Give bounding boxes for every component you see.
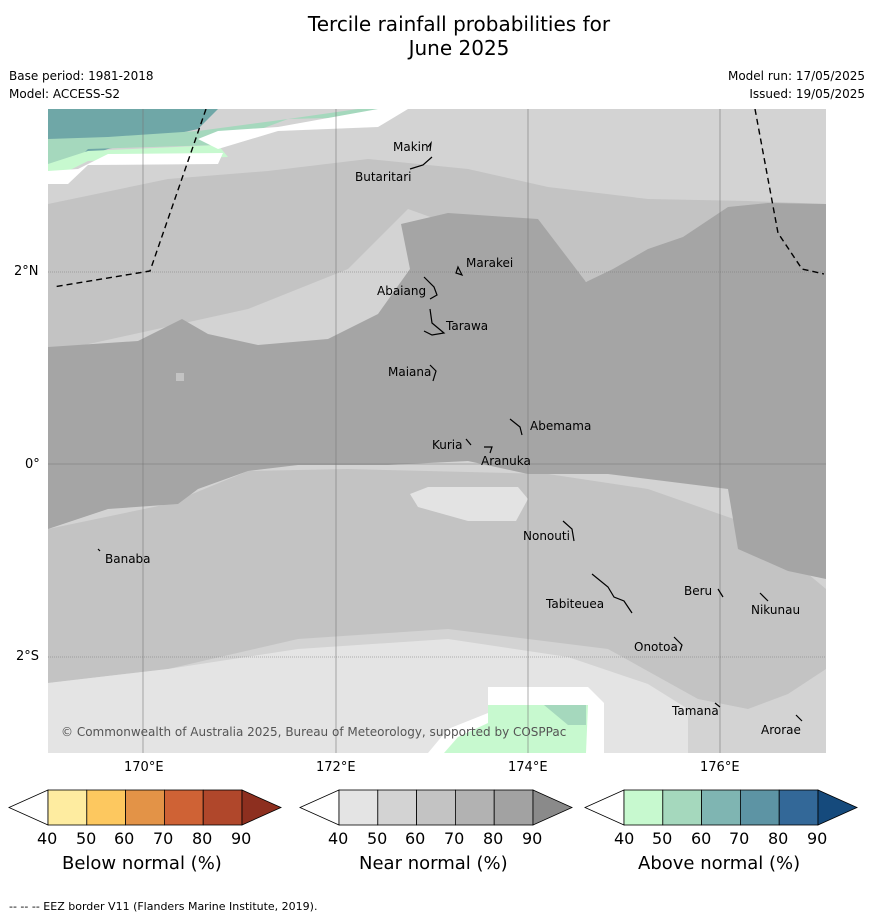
title-line-1: Tercile rainfall probabilities for — [307, 12, 611, 36]
place-abaiang: Abaiang — [377, 284, 426, 298]
model-run: Model run: 17/05/2025 — [727, 69, 865, 83]
tick-below-90: 90 — [231, 829, 252, 848]
above-normal-title: Above normal (%) — [638, 853, 801, 874]
lat-label-2s: 2°S — [16, 649, 40, 664]
tick-near-40: 40 — [328, 829, 349, 848]
map-svg: Makin Butaritari Marakei Abaiang Tarawa … — [48, 109, 826, 753]
lon-label-172e: 172°E — [316, 760, 356, 775]
place-kuria: Kuria — [432, 438, 463, 452]
near-swatch-1 — [338, 789, 379, 826]
below-swatch-3 — [125, 789, 165, 826]
above-50-60-s — [444, 705, 588, 753]
below-swatch-5 — [202, 789, 243, 826]
colorbar-above — [584, 789, 858, 826]
above-swatch-3 — [701, 789, 741, 826]
tick-above-40: 40 — [614, 829, 635, 848]
above-60-70-s — [544, 705, 586, 725]
model-name: Model: ACCESS-S2 — [9, 87, 121, 101]
place-nikunau: Nikunau — [751, 603, 800, 617]
place-banaba: Banaba — [105, 552, 151, 566]
tick-above-50: 50 — [652, 829, 673, 848]
near-40-50-patch — [410, 487, 528, 521]
near-70-80-region — [48, 203, 826, 579]
place-maiana: Maiana — [388, 365, 431, 379]
above-swatch-5 — [778, 789, 819, 826]
tick-below-40: 40 — [37, 829, 58, 848]
tick-above-70: 70 — [729, 829, 750, 848]
place-tamana: Tamana — [671, 704, 719, 718]
tick-below-50: 50 — [76, 829, 97, 848]
place-abemama: Abemama — [530, 419, 591, 433]
place-butaritari: Butaritari — [355, 170, 412, 184]
lat-label-0: 0° — [25, 457, 40, 472]
lon-label-176e: 176°E — [700, 760, 740, 775]
tick-near-80: 80 — [483, 829, 504, 848]
place-nonouti: Nonouti — [523, 529, 570, 543]
below-swatch-4 — [163, 789, 204, 826]
white-gap-nw — [48, 153, 223, 184]
below-normal-title: Below normal (%) — [62, 853, 222, 874]
tick-below-80: 80 — [192, 829, 213, 848]
title-line-2: June 2025 — [408, 36, 510, 60]
tick-above-60: 60 — [691, 829, 712, 848]
meta-left: Base period: 1981-2018 Model: ACCESS-S2 — [9, 67, 154, 103]
colorbar-below — [8, 789, 282, 826]
above-swatch-4 — [739, 789, 780, 826]
lat-lon-grid — [48, 109, 826, 753]
tick-near-50: 50 — [367, 829, 388, 848]
near-normal-title: Near normal (%) — [359, 853, 508, 874]
near-over-triangle — [532, 789, 573, 826]
lon-label-170e: 170°E — [124, 760, 164, 775]
small-patch — [176, 373, 184, 381]
tick-near-60: 60 — [405, 829, 426, 848]
near-under-triangle — [299, 789, 340, 826]
near-60-70-south — [48, 469, 826, 709]
eez-footnote: -- -- -- EEZ border V11 (Flanders Marine… — [9, 900, 318, 913]
tick-above-80: 80 — [768, 829, 789, 848]
meta-right: Model run: 17/05/2025 Issued: 19/05/2025 — [728, 67, 865, 103]
place-makin: Makin — [393, 140, 429, 154]
rainfall-map: Makin Butaritari Marakei Abaiang Tarawa … — [48, 109, 826, 753]
tick-below-70: 70 — [153, 829, 174, 848]
near-swatch-3 — [416, 789, 456, 826]
eez-border — [52, 109, 825, 288]
colorbar-near — [299, 789, 573, 826]
above-over-triangle — [817, 789, 858, 826]
above-under-triangle — [584, 789, 625, 826]
base-period: Base period: 1981-2018 — [9, 69, 154, 83]
below-swatch-1 — [47, 789, 88, 826]
lat-label-2n: 2°N — [14, 264, 39, 279]
tick-above-90: 90 — [807, 829, 828, 848]
white-gap-n — [198, 109, 408, 149]
chart-title: Tercile rainfall probabilities for June … — [0, 12, 873, 60]
near-swatch-2 — [377, 789, 418, 826]
place-marakei: Marakei — [466, 256, 513, 270]
above-swatch-1 — [623, 789, 664, 826]
lon-label-174e: 174°E — [508, 760, 548, 775]
issued-date: Issued: 19/05/2025 — [749, 87, 865, 101]
place-onotoa: Onotoa — [634, 640, 678, 654]
place-tarawa: Tarawa — [445, 319, 488, 333]
below-swatch-2 — [86, 789, 127, 826]
place-beru: Beru — [684, 584, 712, 598]
below-under-triangle — [8, 789, 49, 826]
copyright-notice: © Commonwealth of Australia 2025, Bureau… — [61, 725, 566, 739]
below-over-triangle — [241, 789, 282, 826]
tick-below-60: 60 — [114, 829, 135, 848]
place-labels: Makin Butaritari Marakei Abaiang Tarawa … — [105, 140, 801, 737]
place-aranuka: Aranuka — [481, 454, 531, 468]
near-swatch-5 — [493, 789, 534, 826]
near-swatch-4 — [454, 789, 495, 826]
place-tabiteuea: Tabiteuea — [545, 597, 604, 611]
place-arorae: Arorae — [761, 723, 801, 737]
islands — [97, 140, 803, 722]
above-swatch-2 — [662, 789, 703, 826]
tick-near-70: 70 — [444, 829, 465, 848]
tick-near-90: 90 — [522, 829, 543, 848]
